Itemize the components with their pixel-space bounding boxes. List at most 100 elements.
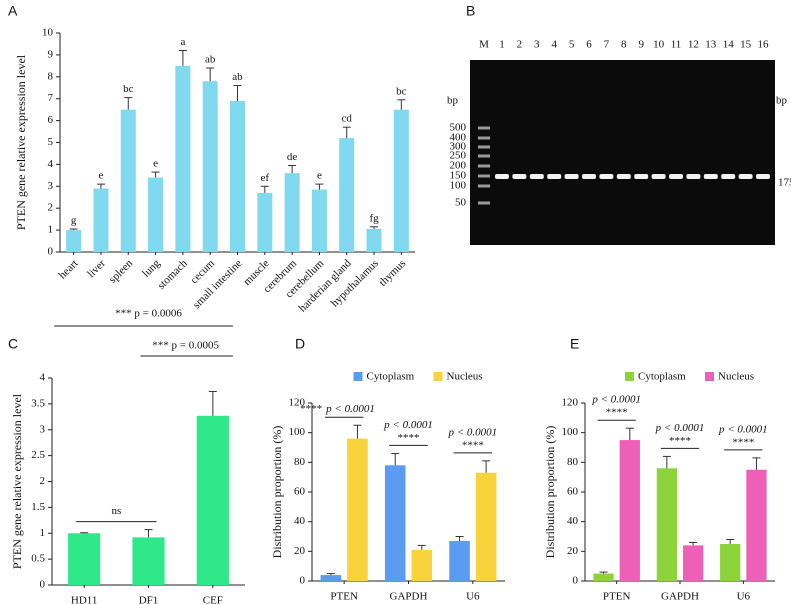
error-bar — [206, 67, 215, 82]
marker-label: 300 — [450, 141, 467, 153]
error-bar — [353, 424, 362, 439]
bar — [593, 573, 614, 581]
lane-label: 15 — [740, 39, 752, 51]
gel-band — [634, 174, 649, 179]
y-tick-label: 100 — [562, 426, 579, 438]
gel-band — [599, 174, 614, 179]
y-tick-label: 7 — [48, 92, 54, 104]
bar — [320, 575, 342, 581]
significance-letter: bc — [396, 85, 407, 97]
gel-band — [564, 174, 579, 179]
bar — [366, 229, 382, 252]
panel-label: D — [295, 336, 305, 352]
gel-band — [495, 174, 509, 179]
x-tick-label: stomach — [155, 257, 190, 292]
significance-letter: e — [99, 170, 104, 182]
marker-label: 500 — [450, 122, 467, 134]
error-bar — [124, 97, 133, 110]
ladder-band — [478, 126, 490, 130]
marker-label: 200 — [450, 160, 467, 172]
error-bar — [417, 544, 426, 550]
y-axis-label: Distribution proportion (%) — [270, 426, 284, 559]
gel-band — [547, 174, 562, 179]
unit-label: bp — [447, 95, 459, 107]
annotation: *** p = 0.0006 — [115, 308, 182, 320]
marker-label: 400 — [450, 132, 467, 144]
gel-band — [721, 174, 736, 179]
y-tick-label: 4 — [48, 158, 54, 170]
annotation-stars: **** — [669, 435, 691, 447]
legend-swatch — [705, 372, 714, 381]
panel-label: B — [466, 3, 475, 19]
annotation: *** p = 0.0005 — [152, 340, 219, 352]
x-tick-label: PTEN — [330, 591, 358, 603]
error-bar — [315, 183, 324, 190]
y-tick-label: 1 — [40, 527, 46, 539]
error-bar — [599, 571, 608, 574]
gel-band — [616, 174, 631, 179]
marker-label: 250 — [450, 150, 467, 162]
ladder-band — [478, 201, 490, 205]
y-tick-label: 20 — [294, 545, 306, 557]
ladder-band — [478, 136, 490, 140]
y-tick-label: 1.5 — [31, 501, 45, 513]
significance-letter: ef — [261, 172, 270, 184]
lane-label: 14 — [723, 39, 735, 51]
bar — [619, 440, 640, 581]
error-bar — [689, 541, 698, 546]
lane-label: 3 — [534, 39, 540, 51]
y-tick-label: 40 — [567, 515, 579, 527]
error-bar — [144, 529, 153, 538]
y-tick-label: 100 — [289, 426, 306, 438]
bar — [120, 109, 136, 253]
lane-label: 7 — [604, 39, 610, 51]
x-tick-label: U6 — [466, 591, 480, 603]
gel-band — [669, 174, 683, 179]
y-tick-label: 3 — [48, 180, 54, 192]
x-tick-label: spleen — [107, 257, 136, 286]
ladder-band — [478, 174, 490, 178]
bar — [132, 537, 165, 585]
marker-label: 100 — [450, 180, 467, 192]
bar — [746, 469, 767, 581]
bar — [66, 230, 82, 252]
ladder-band — [478, 184, 490, 188]
bar — [196, 415, 229, 585]
y-tick-label: 6 — [48, 114, 54, 126]
error-bar — [178, 50, 187, 66]
error-bar — [625, 427, 634, 441]
x-tick-label: GAPDH — [390, 591, 428, 603]
y-tick-label: 8 — [48, 70, 54, 82]
error-bar — [326, 573, 335, 576]
lane-label: 1 — [499, 39, 505, 51]
significance-letter: fg — [369, 212, 379, 224]
error-bar — [96, 183, 105, 189]
significance-letter: cd — [342, 113, 353, 125]
y-tick-label: 2 — [48, 202, 54, 214]
lane-label: 11 — [671, 39, 682, 51]
error-bar — [69, 228, 78, 231]
significance-letter: a — [180, 36, 185, 48]
error-bar — [288, 164, 297, 174]
legend-label: Cytoplasm — [367, 371, 415, 383]
x-tick-label: PTEN — [603, 591, 631, 603]
x-tick-label: small intestine — [191, 257, 245, 311]
error-bar — [80, 532, 89, 534]
marker-label: 150 — [450, 170, 467, 182]
y-tick-label: 3.5 — [31, 397, 45, 409]
significance-letter: g — [71, 215, 77, 227]
y-tick-label: 60 — [567, 486, 579, 498]
bar — [339, 138, 355, 252]
unit-label: bp — [776, 95, 788, 107]
annotation-p: p < 0.0001 — [655, 422, 705, 434]
x-tick-label: U6 — [737, 591, 751, 603]
y-tick-label: 0 — [573, 575, 579, 587]
error-bar — [726, 538, 735, 544]
bar — [284, 173, 300, 252]
y-tick-label: 0 — [40, 579, 46, 591]
bar — [475, 472, 497, 581]
significance-letter: de — [287, 151, 298, 163]
x-tick-label: DF1 — [139, 595, 159, 604]
lane-label: 6 — [586, 39, 592, 51]
